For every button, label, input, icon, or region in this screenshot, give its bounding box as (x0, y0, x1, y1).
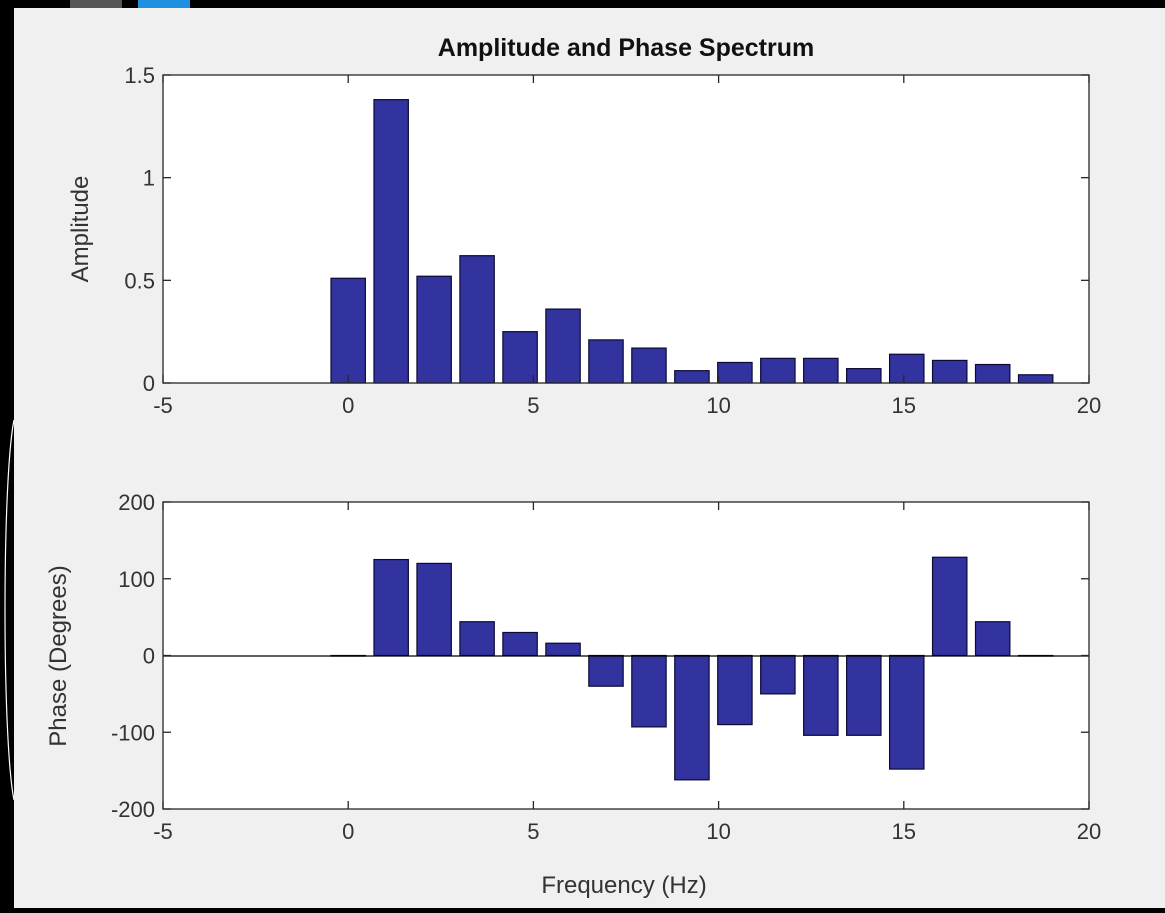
bar-phase-15 (974, 621, 1011, 657)
bar-amplitude-5 (545, 308, 581, 384)
bar-amplitude-0 (330, 277, 366, 384)
x-tick-label: 20 (1077, 819, 1101, 844)
bar-amplitude-7 (631, 347, 667, 384)
y-tick-label: 1 (143, 166, 155, 191)
y-tick-label: 100 (118, 567, 155, 592)
amplitude-axes-box (162, 74, 1090, 384)
toolbar-gray-tab (70, 0, 122, 8)
y-tick-label: 0 (143, 371, 155, 396)
x-tick-label: 0 (342, 819, 354, 844)
x-tick-label: -5 (153, 393, 173, 418)
bar-phase-2 (416, 562, 452, 657)
x-tick-label: 20 (1077, 393, 1101, 418)
bar-amplitude-3 (459, 255, 495, 384)
amplitude-x-ticks: -5 0 5 10 15 20 (153, 75, 1101, 418)
bar-amplitude-14 (931, 359, 968, 384)
x-tick-label: 5 (527, 393, 539, 418)
bar-amplitude-16 (1017, 374, 1054, 384)
figure-canvas: Amplitude and Phase Spectrum Amplitude -… (14, 8, 1165, 908)
amplitude-subplot: Amplitude and Phase Spectrum Amplitude -… (67, 34, 1101, 418)
bar-amplitude-13 (888, 353, 925, 384)
phase-axes-box (162, 501, 1090, 810)
bar-phase-5 (545, 642, 581, 657)
x-tick-label: 10 (706, 819, 730, 844)
y-tick-label: -100 (111, 720, 155, 745)
background-edge (4, 420, 14, 800)
phase-bars (330, 556, 1054, 781)
x-tick-label: 5 (527, 819, 539, 844)
bar-phase-1 (373, 558, 409, 657)
toolbar-blue-tab (138, 0, 190, 8)
bar-phase-6 (588, 654, 624, 687)
bar-phase-14 (931, 556, 968, 657)
window-toolbar-fragment (70, 0, 190, 8)
y-tick-label: 1.5 (124, 63, 155, 88)
x-tick-label: 15 (892, 393, 916, 418)
chart-title: Amplitude and Phase Spectrum (438, 34, 814, 62)
x-tick-label: 0 (342, 393, 354, 418)
phase-x-ticks: -5 0 5 10 15 20 (153, 502, 1101, 844)
amplitude-axes-background (163, 75, 1089, 383)
y-tick-label: 200 (118, 490, 155, 515)
bar-phase-8 (674, 654, 710, 781)
bar-amplitude-10 (760, 357, 796, 384)
amplitude-bars (330, 99, 1054, 384)
bar-phase-7 (631, 654, 667, 728)
bar-amplitude-12 (846, 368, 882, 384)
bar-phase-11 (803, 654, 839, 736)
bar-amplitude-1 (373, 99, 409, 384)
bar-amplitude-15 (974, 363, 1011, 384)
bar-amplitude-9 (717, 361, 753, 384)
bar-amplitude-11 (803, 357, 839, 384)
x-tick-label: -5 (153, 819, 173, 844)
y-tick-label: 0.5 (124, 268, 155, 293)
bar-amplitude-2 (416, 275, 452, 384)
bar-phase-4 (502, 631, 538, 657)
bar-amplitude-6 (588, 339, 624, 384)
x-tick-label: 10 (706, 393, 730, 418)
bar-amplitude-4 (502, 331, 538, 384)
phase-y-axis-label: Phase (Degrees) (45, 565, 72, 746)
bar-phase-10 (760, 654, 796, 695)
x-tick-label: 15 (892, 819, 916, 844)
bar-phase-12 (846, 654, 882, 736)
bar-phase-3 (459, 621, 495, 657)
amplitude-y-axis-label: Amplitude (67, 176, 94, 283)
frequency-x-axis-label: Frequency (Hz) (541, 872, 706, 899)
phase-subplot: Phase (Degrees) Frequency (Hz) -5 0 5 10 15 2… (45, 490, 1101, 899)
y-tick-label: 0 (143, 644, 155, 669)
chart-svg: Amplitude and Phase Spectrum Amplitude -… (45, 34, 1101, 899)
y-tick-label: -200 (111, 797, 155, 822)
bar-phase-9 (717, 654, 753, 726)
bar-phase-13 (888, 654, 925, 770)
bar-amplitude-8 (674, 370, 710, 384)
